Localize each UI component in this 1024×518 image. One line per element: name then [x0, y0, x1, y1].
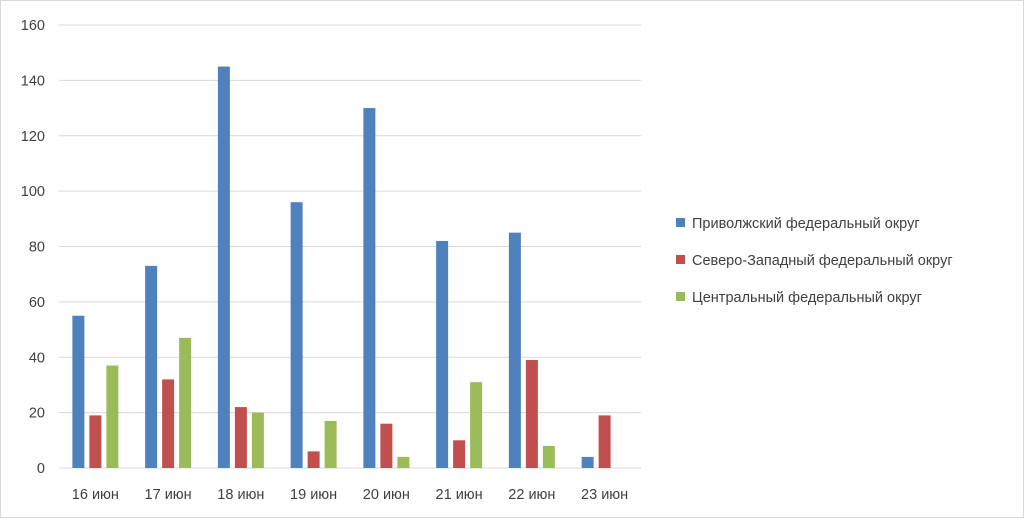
bar	[324, 420, 337, 468]
bar	[508, 232, 521, 468]
bar	[307, 451, 320, 468]
legend-label: Приволжский федеральный округ	[692, 216, 920, 232]
bar	[217, 66, 230, 468]
y-tick-label: 140	[21, 73, 45, 89]
bar	[525, 360, 538, 468]
legend-swatch	[676, 218, 685, 227]
y-tick-label: 20	[29, 406, 45, 422]
x-axis-ticks: 16 июн 17 июн 18 июн 19 июн 20 июн 21 июн 22 и…	[72, 487, 628, 503]
y-tick-label: 120	[21, 129, 45, 145]
legend-label: Центральный федеральный округ	[692, 290, 922, 306]
y-tick-label: 40	[29, 350, 45, 366]
bar	[453, 440, 466, 468]
legend: Приволжский федеральный округ Северо-Запа…	[676, 216, 953, 306]
x-tick-label: 21 июн	[436, 487, 483, 503]
bar	[380, 423, 393, 468]
bars	[72, 66, 611, 468]
bar	[234, 407, 247, 468]
bar	[89, 415, 102, 468]
x-tick-label: 23 июн	[581, 487, 628, 503]
x-tick-label: 22 июн	[508, 487, 555, 503]
series-2	[89, 360, 611, 468]
y-tick-label: 100	[21, 184, 45, 200]
bar	[162, 379, 175, 468]
y-tick-label: 60	[29, 295, 45, 311]
bar	[436, 240, 449, 468]
bar	[290, 202, 303, 468]
y-axis-ticks: 0 20 40 60 80 100 120 140 160	[21, 18, 45, 477]
x-tick-label: 17 июн	[145, 487, 192, 503]
y-tick-label: 80	[29, 240, 45, 256]
bar	[581, 456, 594, 468]
bar	[72, 315, 85, 468]
bar	[397, 456, 410, 468]
bar	[179, 337, 192, 468]
bar	[363, 108, 376, 468]
legend-label: Северо-Западный федеральный округ	[692, 253, 953, 269]
series-3	[106, 337, 555, 468]
legend-swatch	[676, 255, 685, 264]
x-tick-label: 18 июн	[217, 487, 264, 503]
y-tick-label: 160	[21, 18, 45, 34]
series-1	[72, 66, 594, 468]
bar	[251, 412, 264, 468]
bar	[470, 382, 483, 468]
x-tick-label: 19 июн	[290, 487, 337, 503]
bar	[598, 415, 611, 468]
x-tick-label: 16 июн	[72, 487, 119, 503]
bar	[106, 365, 119, 468]
bar	[542, 445, 555, 468]
bar	[145, 265, 158, 468]
legend-swatch	[676, 292, 685, 301]
y-tick-label: 0	[37, 461, 45, 477]
x-tick-label: 20 июн	[363, 487, 410, 503]
